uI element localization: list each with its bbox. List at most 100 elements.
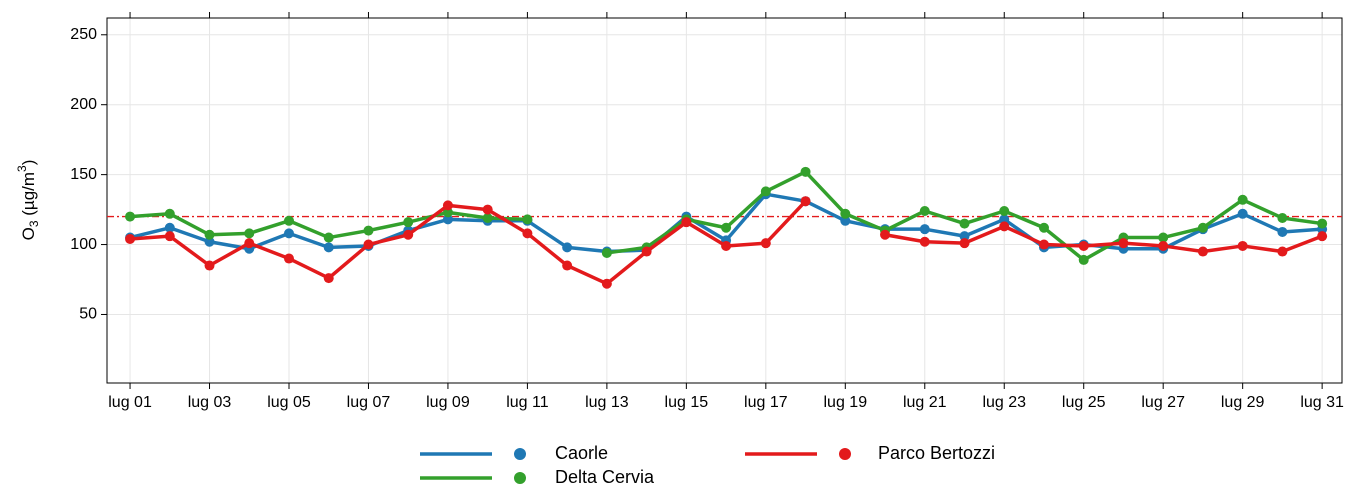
x-tick-label: lug 29 bbox=[1221, 394, 1265, 411]
point bbox=[959, 238, 970, 249]
x-tick-label: lug 17 bbox=[744, 394, 788, 411]
y-axis-label: O3 (µg/m3) bbox=[15, 160, 41, 241]
legend-dot bbox=[839, 448, 851, 460]
point bbox=[1277, 246, 1288, 257]
point bbox=[760, 186, 771, 197]
point bbox=[760, 238, 771, 249]
legend-label: Parco Bertozzi bbox=[878, 443, 995, 463]
x-tick-label: lug 09 bbox=[426, 394, 470, 411]
point bbox=[919, 224, 930, 235]
point bbox=[1237, 208, 1248, 219]
y-tick-label: 150 bbox=[70, 166, 97, 183]
point bbox=[1237, 194, 1248, 205]
point bbox=[959, 231, 970, 242]
point bbox=[840, 208, 851, 219]
point bbox=[601, 278, 612, 289]
point bbox=[204, 236, 215, 247]
x-tick-label: lug 07 bbox=[347, 394, 391, 411]
point bbox=[880, 229, 891, 240]
x-tick-label: lug 23 bbox=[982, 394, 1026, 411]
point bbox=[999, 221, 1010, 232]
point bbox=[323, 273, 334, 284]
point bbox=[1118, 238, 1129, 249]
point bbox=[1277, 226, 1288, 237]
legend-label: Caorle bbox=[555, 443, 608, 463]
x-tick-label: lug 05 bbox=[267, 394, 311, 411]
y-label-part: O bbox=[19, 227, 38, 240]
point bbox=[681, 217, 692, 228]
point bbox=[522, 228, 533, 239]
y-label-part: 3 bbox=[27, 220, 41, 227]
x-tick-label: lug 19 bbox=[824, 394, 868, 411]
point bbox=[959, 218, 970, 229]
point bbox=[601, 247, 612, 258]
x-tick-label: lug 27 bbox=[1141, 394, 1185, 411]
point bbox=[800, 196, 811, 207]
point bbox=[482, 212, 493, 223]
y-tick-label: 100 bbox=[70, 236, 97, 253]
legend-dot bbox=[514, 448, 526, 460]
point bbox=[1237, 240, 1248, 251]
point bbox=[125, 211, 136, 222]
point bbox=[562, 260, 573, 271]
point bbox=[442, 214, 453, 225]
series-line bbox=[129, 199, 1323, 286]
x-tick-label: lug 15 bbox=[665, 394, 709, 411]
point bbox=[363, 225, 374, 236]
point bbox=[1038, 222, 1049, 233]
point bbox=[999, 214, 1010, 225]
point bbox=[1197, 222, 1208, 233]
point bbox=[164, 222, 175, 233]
point bbox=[244, 228, 255, 239]
point bbox=[1038, 239, 1049, 250]
x-tick-label: lug 03 bbox=[188, 394, 232, 411]
point bbox=[283, 253, 294, 264]
point bbox=[482, 204, 493, 215]
point bbox=[1317, 218, 1328, 229]
point bbox=[562, 242, 573, 253]
point bbox=[283, 228, 294, 239]
plot-frame bbox=[106, 17, 1343, 384]
legend-dot bbox=[514, 472, 526, 484]
x-tick-label: lug 11 bbox=[506, 394, 549, 411]
y-label-part: (µg/m bbox=[19, 172, 38, 221]
point bbox=[1317, 231, 1328, 242]
point bbox=[1277, 212, 1288, 223]
x-tick-label: lug 25 bbox=[1062, 394, 1106, 411]
point bbox=[721, 240, 732, 251]
point bbox=[919, 205, 930, 216]
point bbox=[323, 232, 334, 243]
point bbox=[323, 242, 334, 253]
x-tick-label: lug 13 bbox=[585, 394, 629, 411]
point bbox=[164, 208, 175, 219]
y-tick-label: 50 bbox=[79, 306, 97, 323]
point bbox=[403, 229, 414, 240]
x-tick-label: lug 31 bbox=[1300, 394, 1344, 411]
point bbox=[125, 233, 136, 244]
point bbox=[204, 260, 215, 271]
point bbox=[164, 231, 175, 242]
point bbox=[840, 215, 851, 226]
y-label-part: ) bbox=[19, 160, 38, 166]
point bbox=[1158, 240, 1169, 251]
y-tick-label: 250 bbox=[70, 26, 97, 43]
point bbox=[641, 246, 652, 257]
point bbox=[244, 238, 255, 249]
x-tick-label: lug 01 bbox=[108, 394, 152, 411]
y-tick-label: 200 bbox=[70, 96, 97, 113]
x-tick-label: lug 21 bbox=[903, 394, 947, 411]
point bbox=[403, 217, 414, 228]
point bbox=[1158, 232, 1169, 243]
point bbox=[919, 236, 930, 247]
point bbox=[442, 207, 453, 218]
point bbox=[1078, 240, 1089, 251]
point bbox=[442, 200, 453, 211]
point bbox=[522, 214, 533, 225]
point bbox=[800, 166, 811, 177]
y-label-part: 3 bbox=[15, 165, 29, 172]
point bbox=[999, 205, 1010, 216]
legend-label: Delta Cervia bbox=[555, 467, 655, 487]
point bbox=[721, 222, 732, 233]
